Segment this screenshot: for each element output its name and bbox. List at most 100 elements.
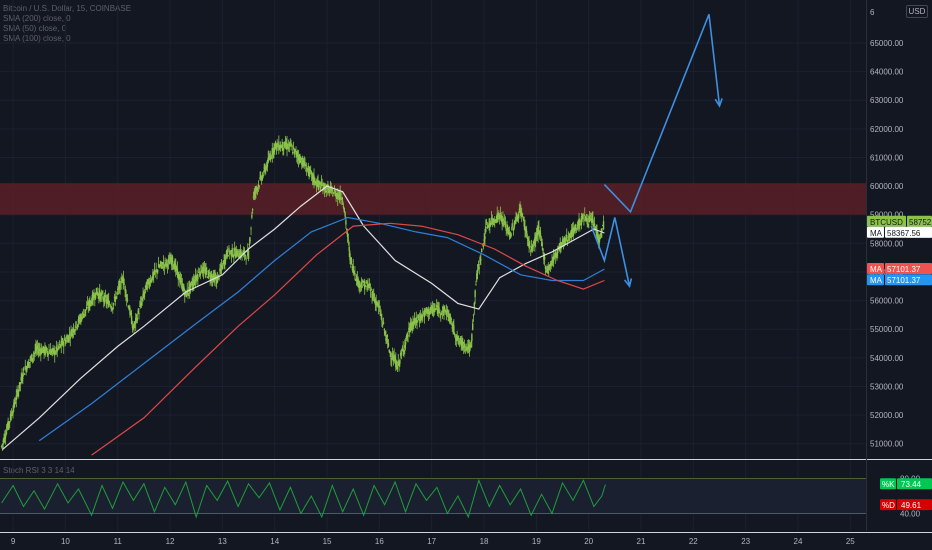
candle-body [417, 315, 419, 319]
axes: 65000.00 64000.00 63000.00 62000.00 61000.00… [11, 0, 921, 546]
candle-body [4, 434, 6, 440]
candle-body [179, 276, 181, 283]
candle-body [413, 325, 415, 327]
candle-body [143, 293, 145, 298]
ma-blue-tag: MA 57101.37 [867, 274, 932, 286]
candle-body [117, 288, 119, 291]
candle-body [570, 231, 572, 238]
candle-body [357, 278, 359, 285]
candle-body [18, 390, 20, 392]
candle-body [104, 295, 107, 297]
candle-body [18, 382, 21, 389]
candle-body [212, 273, 215, 277]
candle-body [177, 271, 179, 280]
candle-body [420, 314, 422, 318]
candle-body [573, 229, 575, 232]
candle-body [181, 283, 184, 290]
candle-body [247, 250, 249, 257]
legend-sma200: SMA (200) close, 0 [3, 14, 71, 23]
candle-body [588, 216, 590, 223]
time-tick-label: 16 [375, 537, 384, 546]
candle-body [471, 323, 474, 330]
candle-body [245, 258, 247, 260]
price-tick-label: 53000.00 [870, 382, 904, 391]
candle-body [565, 239, 567, 241]
candle-body [332, 192, 335, 195]
candle-body [446, 309, 449, 313]
candle-body [260, 174, 262, 178]
candle-body [370, 289, 372, 291]
candle-body [265, 168, 267, 172]
price-tick-label: 62000.00 [870, 125, 904, 134]
candle-body [50, 351, 53, 354]
candle-body [293, 148, 296, 155]
candle-body [316, 183, 318, 188]
candle-body [480, 259, 482, 261]
candle-body [403, 350, 405, 352]
candle-body [548, 265, 550, 271]
candle-body [444, 308, 446, 311]
candle-body [110, 308, 112, 310]
candle-body [301, 163, 303, 165]
candle-body [165, 263, 167, 266]
candle-body [570, 229, 573, 238]
candle-body [40, 348, 43, 354]
stoch-band [0, 478, 866, 514]
candle-body [566, 234, 568, 240]
candle-body [204, 270, 206, 275]
candle-body [529, 245, 531, 248]
candle-body [524, 225, 526, 231]
candle-body [108, 300, 110, 308]
k-tag-value-bg [897, 478, 932, 490]
candle-body [377, 303, 379, 306]
currency-button[interactable]: USD [906, 5, 928, 18]
candle-body [568, 239, 570, 241]
candle-body [479, 257, 481, 263]
legend-title: Bitcoin / U.S. Dollar, 15, COINBASE [3, 4, 132, 13]
d-tag: %D 49.61 [880, 499, 932, 511]
candle-body [117, 287, 120, 290]
k-tag-label-bg [880, 478, 896, 490]
candle-body [186, 289, 188, 295]
candle-body [477, 264, 480, 268]
candle-body [332, 194, 334, 197]
candle-body [198, 274, 201, 276]
candle-body [558, 243, 561, 251]
candle-body [517, 213, 520, 219]
candle-body [314, 182, 317, 185]
candle-body [163, 264, 166, 269]
candle-body [255, 187, 257, 192]
candle-body [112, 308, 114, 310]
candle-body [435, 308, 437, 310]
candle-body [51, 349, 53, 352]
candle-body [199, 272, 202, 276]
d-tag-value: 49.61 [901, 501, 922, 510]
candle-body [191, 284, 193, 287]
candle-body [23, 373, 26, 375]
candle-body [95, 287, 98, 295]
candle-body [27, 362, 30, 368]
candle-body [33, 353, 35, 355]
candle-body [126, 297, 128, 300]
candle-body [22, 377, 24, 380]
candle-body [498, 215, 501, 220]
candle-body [137, 310, 139, 314]
candle-body [485, 222, 488, 224]
candle-body [543, 253, 545, 260]
candle-body [502, 217, 504, 221]
candle-body [544, 266, 547, 270]
candle-body [450, 318, 453, 320]
candle-body [238, 252, 241, 257]
candle-body [393, 355, 395, 361]
candle-body [564, 239, 566, 242]
candle-body [472, 314, 475, 316]
candle-body [414, 321, 417, 323]
candle-body [173, 265, 175, 269]
candle-body [306, 168, 309, 170]
candle-body [500, 214, 503, 219]
candle-body [222, 261, 224, 263]
candle-body [431, 306, 433, 310]
candle-body [409, 322, 412, 331]
time-tick-label: 13 [218, 537, 227, 546]
